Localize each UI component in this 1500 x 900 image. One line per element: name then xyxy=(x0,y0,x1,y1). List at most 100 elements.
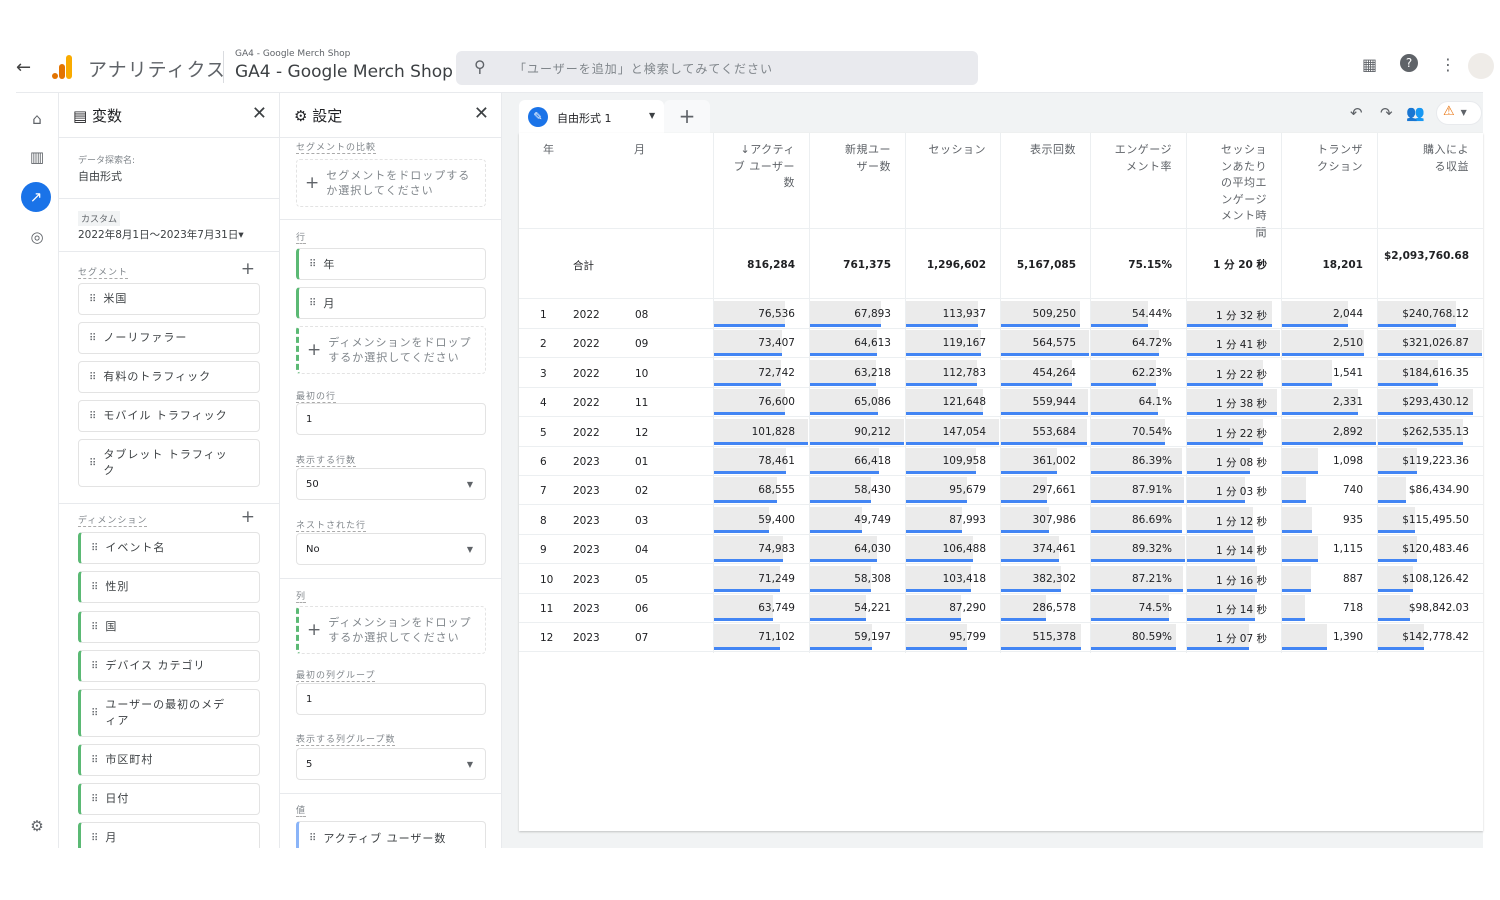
bar-background xyxy=(1282,565,1311,591)
drag-handle-icon[interactable]: ⠿ xyxy=(309,297,316,309)
row-dimension-month[interactable]: ⠿ 月 xyxy=(296,287,486,319)
bar-background xyxy=(906,624,967,650)
apps-grid-icon[interactable]: ▦ xyxy=(1362,55,1378,74)
drag-handle-icon[interactable]: ⠿ xyxy=(89,371,96,383)
segment-chip[interactable]: ⠿ タブレット トラフィック xyxy=(78,439,260,487)
rows-drop-text: ディメンションをドロップするか選択してください xyxy=(328,336,472,364)
drag-handle-icon[interactable]: ⠿ xyxy=(91,754,98,766)
help-icon[interactable]: ? xyxy=(1400,54,1418,72)
column-header-metric[interactable]: ↓アクティブ ユーザー数 xyxy=(733,143,795,189)
row-year: 2023 xyxy=(573,573,600,586)
metric-cell: $262,535.13 xyxy=(1402,425,1469,438)
value-metric-active-users[interactable]: ⠿ アクティブ ユーザー数 xyxy=(296,821,486,848)
first-col-group-input[interactable]: 1 xyxy=(296,683,486,715)
show-rows-select[interactable]: 50 ▼ xyxy=(296,468,486,500)
column-header-metric[interactable]: セッション xyxy=(928,143,986,156)
metric-cell: $98,842.03 xyxy=(1408,602,1469,614)
drag-handle-icon[interactable]: ⠿ xyxy=(89,410,96,422)
metric-cell: 1 分 22 秒 xyxy=(1215,427,1267,440)
dimension-chip[interactable]: ⠿ イベント名 xyxy=(78,532,260,564)
account-name[interactable]: GA4 - Google Merch Shop xyxy=(235,49,351,59)
segment-chip[interactable]: ⠿ 米国 xyxy=(78,283,260,315)
column-header-metric[interactable]: 新規ユーザー数 xyxy=(845,143,891,173)
column-header-metric[interactable]: トランザクション xyxy=(1317,143,1363,173)
segment-drop-zone[interactable]: + セグメントをドロップするか選択してください xyxy=(296,159,486,207)
segment-compare-label: セグメントの比較 xyxy=(296,140,377,154)
warning-button[interactable]: ⚠ ▼ xyxy=(1436,101,1482,125)
drag-handle-icon[interactable]: ⠿ xyxy=(91,707,98,719)
close-icon[interactable]: ✕ xyxy=(251,103,267,124)
drag-handle-icon[interactable]: ⠿ xyxy=(91,660,98,672)
drag-handle-icon[interactable]: ⠿ xyxy=(89,332,96,344)
close-icon[interactable]: ✕ xyxy=(473,103,489,124)
date-range-picker[interactable]: 2022年8月1日～2023年7月31日▾ xyxy=(78,227,244,242)
dimension-chip[interactable]: ⠿ デバイス カテゴリ xyxy=(78,650,260,682)
add-tab-button[interactable]: + xyxy=(664,100,710,134)
columns-drop-zone[interactable]: + ディメンションをドロップするか選択してください xyxy=(296,606,486,654)
caret-down-icon[interactable]: ▼ xyxy=(649,111,656,120)
column-header-metric[interactable]: セッションあたりの平均エンゲージメント時間 xyxy=(1221,143,1267,239)
tab-freeform-1[interactable]: ✎ 自由形式 1 ▼ xyxy=(519,100,664,134)
first-row-input[interactable]: 1 xyxy=(296,403,486,435)
dimension-chip[interactable]: ⠿ 国 xyxy=(78,611,260,643)
rows-drop-zone[interactable]: + ディメンションをドロップするか選択してください xyxy=(296,326,486,374)
column-divider xyxy=(1090,133,1091,653)
property-name[interactable]: GA4 - Google Merch Shop xyxy=(235,62,453,82)
share-icon[interactable]: 👥 xyxy=(1406,104,1425,122)
add-dimension-icon[interactable]: + xyxy=(240,507,255,527)
bar-background xyxy=(1091,536,1185,562)
column-header-metric[interactable]: 購入による収益 xyxy=(1423,143,1469,173)
drag-handle-icon[interactable]: ⠿ xyxy=(91,542,98,554)
drag-handle-icon[interactable]: ⠿ xyxy=(309,258,316,270)
advertising-icon[interactable]: ◎ xyxy=(30,228,44,246)
bar-fill xyxy=(1378,412,1474,416)
exploration-name-input[interactable]: 自由形式 xyxy=(78,170,122,183)
nested-rows-select[interactable]: No ▼ xyxy=(296,533,486,565)
redo-icon[interactable]: ↷ xyxy=(1380,104,1393,122)
chip-label: 市区町村 xyxy=(105,753,154,766)
more-vert-icon[interactable]: ⋮ xyxy=(1440,55,1456,74)
drag-handle-icon[interactable]: ⠿ xyxy=(91,621,98,633)
row-dimension-year[interactable]: ⠿ 年 xyxy=(296,248,486,280)
dimension-chip[interactable]: ⠿ 市区町村 xyxy=(78,744,260,776)
column-header-year[interactable]: 年 xyxy=(543,143,555,156)
column-header-metric[interactable]: 表示回数 xyxy=(1030,143,1076,156)
undo-icon[interactable]: ↶ xyxy=(1350,104,1363,122)
dimension-chip[interactable]: ⠿ ユーザーの最初のメディア xyxy=(78,689,260,737)
drag-handle-icon[interactable]: ⠿ xyxy=(91,793,98,805)
show-col-groups-select[interactable]: 5 ▼ xyxy=(296,748,486,780)
dimension-chip[interactable]: ⠿ 日付 xyxy=(78,783,260,815)
segment-chip[interactable]: ⠿ モバイル トラフィック xyxy=(78,400,260,432)
show-rows-label: 表示する行数 xyxy=(296,453,357,467)
home-icon[interactable]: ⌂ xyxy=(32,110,42,128)
arrow-left-icon[interactable]: ← xyxy=(16,57,32,78)
show-col-groups-value: 5 xyxy=(306,759,313,770)
drag-handle-icon[interactable]: ⠿ xyxy=(91,832,98,844)
column-header-metric[interactable]: エンゲージメント率 xyxy=(1114,143,1172,173)
column-header-month[interactable]: 月 xyxy=(634,143,646,156)
explore-icon[interactable]: ↗ xyxy=(21,182,51,212)
drag-handle-icon[interactable]: ⠿ xyxy=(89,457,96,469)
search-input[interactable]: ⚲ 「ユーザーを追加」と検索してみてください xyxy=(456,51,978,85)
settings-gear-icon[interactable]: ⚙ xyxy=(30,817,44,835)
metric-cell: 1 分 22 秒 xyxy=(1215,368,1267,381)
segment-chip[interactable]: ⠿ 有料のトラフィック xyxy=(78,361,260,393)
metric-cell: 2,510 xyxy=(1332,337,1363,350)
add-segment-icon[interactable]: + xyxy=(240,259,255,279)
metric-cell: 63,749 xyxy=(758,602,795,614)
bar-background xyxy=(1378,506,1416,532)
dimension-chip[interactable]: ⠿ 月 xyxy=(78,822,260,848)
reports-icon[interactable]: ▥ xyxy=(29,148,45,166)
metric-cell: 70.54% xyxy=(1131,425,1172,438)
drag-handle-icon[interactable]: ⠿ xyxy=(89,293,96,305)
metric-cell: 95,799 xyxy=(949,631,986,644)
avatar[interactable] xyxy=(1468,53,1494,79)
drag-handle-icon[interactable]: ⠿ xyxy=(309,832,316,844)
settings-title-text: 設定 xyxy=(312,107,343,125)
segment-chip[interactable]: ⠿ ノーリファラー xyxy=(78,322,260,354)
chip-label: 有料のトラフィック xyxy=(103,370,212,383)
dimension-chip[interactable]: ⠿ 性別 xyxy=(78,571,260,603)
drag-handle-icon[interactable]: ⠿ xyxy=(91,581,98,593)
bar-fill xyxy=(1378,324,1456,327)
bar-background xyxy=(810,448,880,473)
